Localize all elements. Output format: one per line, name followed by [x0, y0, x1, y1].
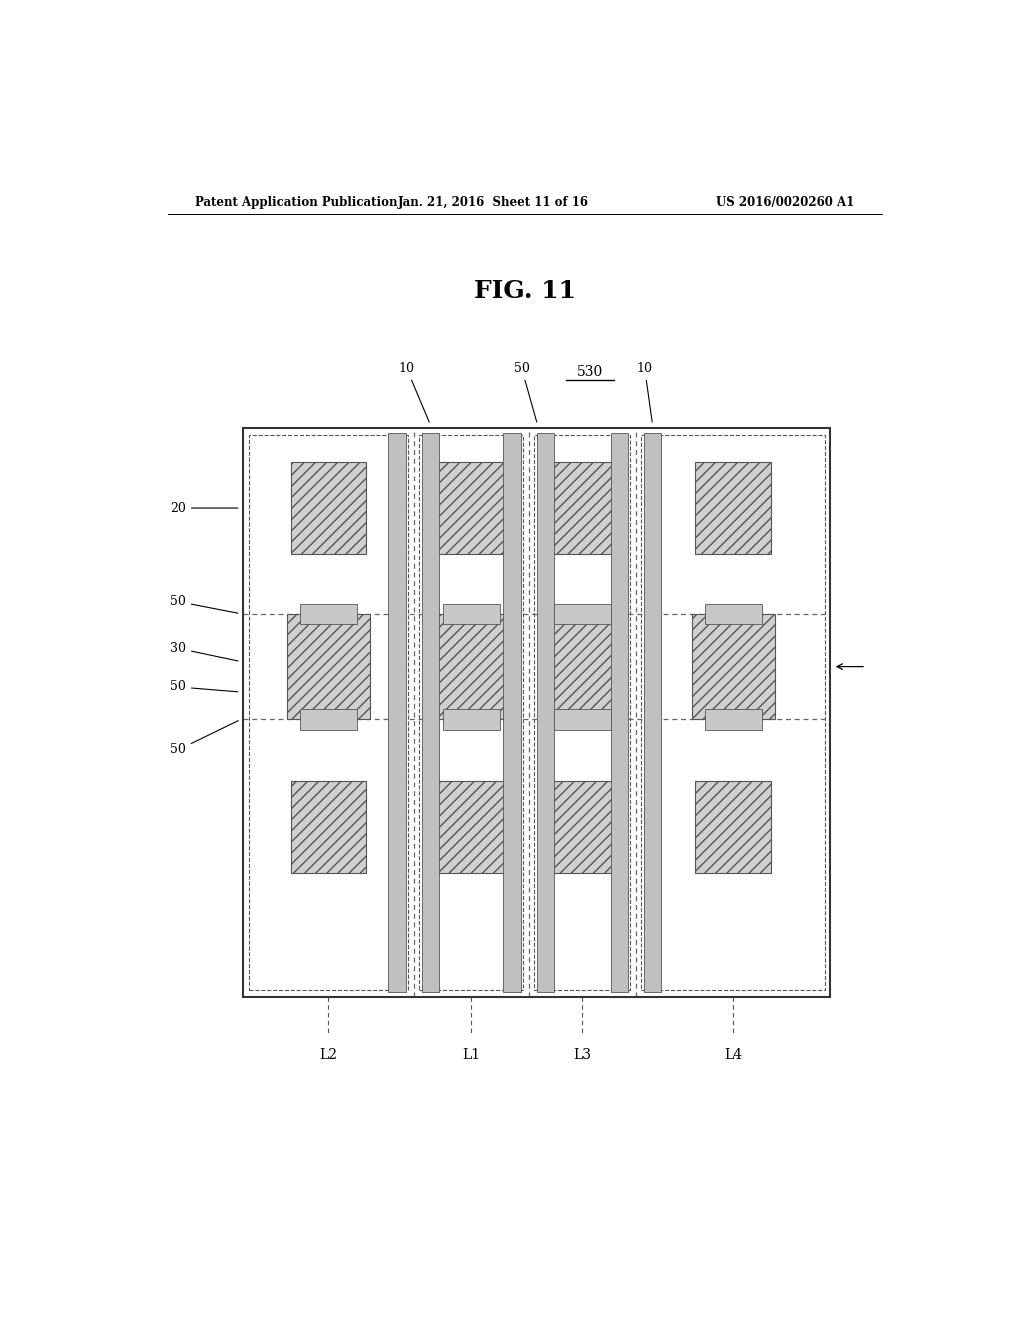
- Bar: [545, 462, 621, 554]
- Bar: [433, 781, 509, 873]
- Bar: [705, 603, 762, 624]
- Bar: [430, 614, 513, 719]
- Bar: [300, 603, 357, 624]
- Bar: [644, 433, 662, 991]
- Text: US 2016/0020260 A1: US 2016/0020260 A1: [716, 195, 854, 209]
- Bar: [695, 462, 771, 554]
- Text: 30: 30: [170, 642, 238, 661]
- Bar: [554, 603, 611, 624]
- Bar: [541, 614, 624, 719]
- Text: L1: L1: [462, 1048, 480, 1061]
- Bar: [705, 709, 762, 730]
- Bar: [291, 462, 367, 554]
- Bar: [291, 781, 367, 873]
- Text: L3: L3: [573, 1048, 591, 1061]
- Text: 50: 50: [170, 721, 239, 756]
- Text: L4: L4: [724, 1048, 742, 1061]
- Bar: [287, 614, 370, 719]
- Bar: [504, 433, 521, 991]
- Bar: [422, 433, 439, 991]
- Bar: [243, 428, 830, 997]
- Bar: [249, 434, 409, 990]
- Bar: [442, 709, 500, 730]
- Bar: [695, 781, 771, 873]
- Text: 20: 20: [170, 502, 238, 515]
- Text: 10: 10: [637, 362, 652, 422]
- Text: Patent Application Publication: Patent Application Publication: [196, 195, 398, 209]
- Bar: [535, 434, 631, 990]
- Text: 50: 50: [170, 680, 238, 693]
- Text: 50: 50: [170, 595, 238, 614]
- Bar: [442, 603, 500, 624]
- Text: 530: 530: [578, 364, 603, 379]
- Bar: [641, 434, 824, 990]
- Text: FIG. 11: FIG. 11: [474, 279, 575, 302]
- Bar: [419, 434, 523, 990]
- Text: L2: L2: [319, 1048, 337, 1061]
- Bar: [433, 462, 509, 554]
- Bar: [610, 433, 628, 991]
- Text: 50: 50: [514, 362, 537, 422]
- Bar: [545, 781, 621, 873]
- Bar: [300, 709, 357, 730]
- Bar: [537, 433, 554, 991]
- Bar: [554, 709, 611, 730]
- Text: 10: 10: [398, 362, 429, 422]
- Bar: [691, 614, 774, 719]
- Text: Jan. 21, 2016  Sheet 11 of 16: Jan. 21, 2016 Sheet 11 of 16: [397, 195, 589, 209]
- Bar: [388, 433, 406, 991]
